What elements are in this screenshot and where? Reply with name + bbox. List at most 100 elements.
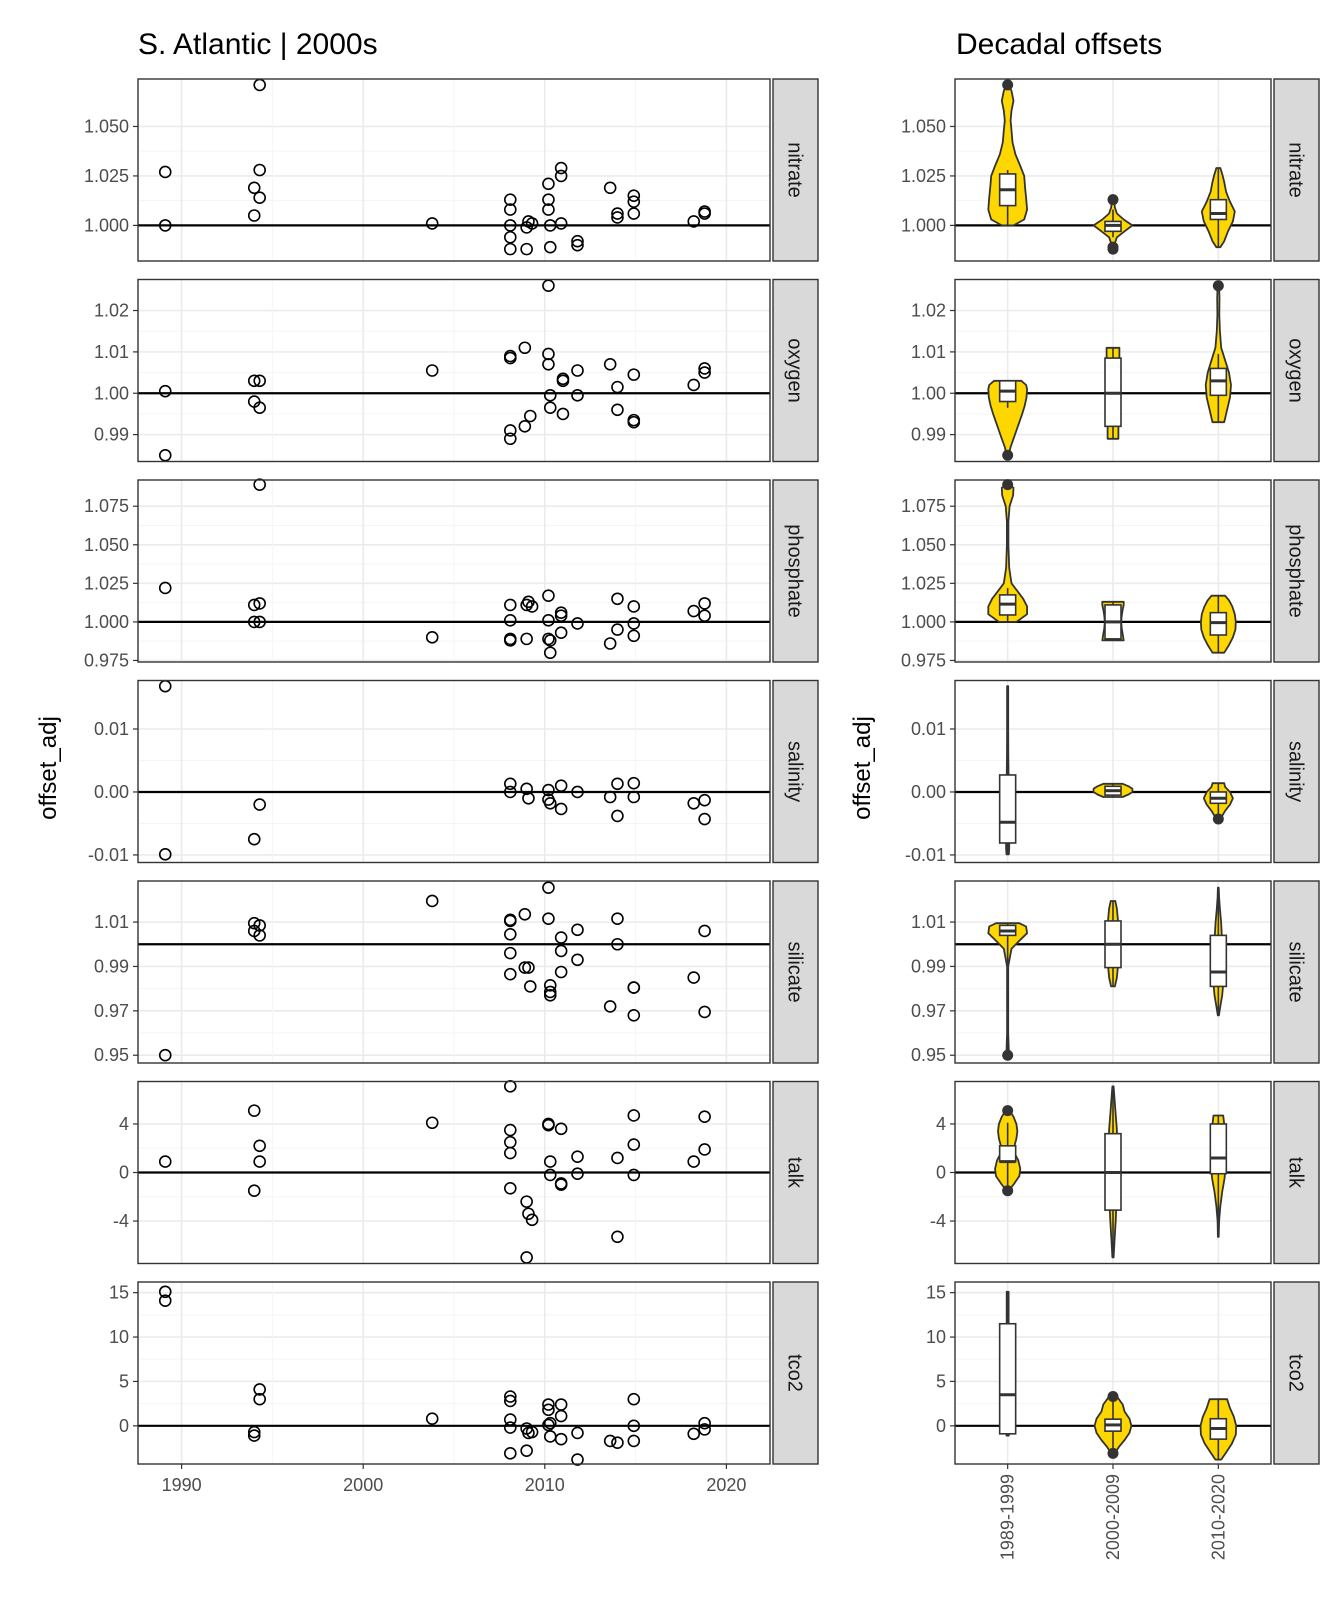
left-panel-phosphate: 0.975 1.000 1.025 1.050 1.075: [84, 480, 770, 670]
facet-strip-label: silicate: [1285, 941, 1307, 1002]
data-point: [542, 177, 555, 191]
y-tick-label: 0.975: [84, 650, 129, 670]
data-point: [247, 181, 261, 195]
y-tick-label: -4: [113, 1211, 129, 1231]
facet-strip: [1273, 1281, 1320, 1465]
data-point: [627, 1434, 641, 1448]
data-point: [503, 230, 517, 244]
data-point: [247, 1425, 261, 1439]
box-outlier: [1002, 79, 1014, 91]
data-point: [247, 916, 261, 930]
facet-strip: [772, 1080, 819, 1265]
data-point: [425, 631, 439, 644]
data-point: [542, 193, 555, 206]
data-point: [503, 1421, 517, 1434]
data-point: [503, 914, 517, 928]
x-tick-label: 1990: [162, 1475, 202, 1495]
data-point: [522, 1207, 535, 1221]
data-point: [698, 1110, 711, 1123]
violins-oxygen: [987, 280, 1232, 461]
data-point: [525, 1213, 539, 1227]
data-point: [253, 798, 266, 811]
data-point: [571, 1167, 584, 1181]
data-point: [158, 448, 172, 462]
data-point: [503, 1146, 517, 1160]
violins-silicate: [987, 886, 1228, 1061]
facet-strip-label: talk: [1285, 1157, 1307, 1189]
data-point: [571, 234, 584, 248]
data-point: [687, 215, 701, 228]
left-panel-nitrate: 1.000 1.025 1.050: [84, 79, 770, 261]
facet-strip-label: nitrate: [1285, 142, 1307, 198]
data-point: [503, 777, 517, 791]
box-iqr: [998, 774, 1017, 844]
box-outlier: [1002, 449, 1014, 461]
data-point: [543, 389, 557, 402]
left-facet-strip-talk: talk: [137, 1080, 819, 1265]
facet-strip: [772, 78, 819, 262]
facet-strip-label: phosphate: [1285, 524, 1307, 617]
data-point: [253, 163, 266, 177]
y-tick-label: 0.99: [911, 425, 946, 445]
panel-border: [954, 479, 1272, 663]
y-tick-label: 1.00: [94, 383, 129, 403]
data-point: [518, 907, 532, 921]
data-point: [627, 368, 641, 381]
box-outlier: [1212, 813, 1224, 825]
data-point: [520, 1195, 533, 1208]
data-point: [611, 211, 624, 224]
data-point: [543, 985, 557, 999]
facet-strip: [1273, 479, 1320, 663]
y-tick-label: 1.000: [901, 215, 946, 235]
left-facet-strip-oxygen: oxygen: [137, 278, 819, 463]
data-point: [253, 615, 266, 629]
panel-border: [137, 1080, 771, 1265]
facet-strip-label: nitrate: [784, 142, 806, 198]
data-point: [520, 782, 533, 796]
y-tick-label: 0: [119, 1163, 129, 1183]
data-point: [571, 364, 584, 377]
right-panel-salinity: -0.01 0.00 0.01: [905, 680, 1271, 865]
facet-strip: [1273, 78, 1320, 262]
data-point: [425, 1412, 439, 1426]
data-point: [554, 161, 568, 175]
scatter-points-nitrate: [158, 78, 711, 256]
left-panel-talk: -4 0 4: [113, 1081, 770, 1264]
data-point: [611, 1230, 624, 1244]
box-outlier: [1107, 1391, 1119, 1403]
data-point: [698, 205, 711, 218]
y-tick-label: 5: [936, 1371, 946, 1391]
data-point: [571, 953, 584, 967]
y-tick-label: 1.000: [84, 215, 129, 235]
left-panel-salinity: -0.01 0.00 0.01: [88, 680, 770, 865]
box-iqr: [1209, 934, 1228, 988]
data-point: [158, 1048, 172, 1062]
box-iqr: [998, 1322, 1017, 1435]
data-point: [522, 961, 535, 974]
y-tick-label: 0.99: [94, 956, 129, 976]
panel-border: [137, 880, 771, 1064]
data-point: [425, 364, 439, 377]
data-point: [627, 776, 641, 790]
data-point: [503, 1123, 517, 1137]
left-panel-tco2: 0 5 10 15: [109, 1282, 770, 1464]
data-point: [253, 1392, 266, 1406]
data-point: [603, 357, 617, 371]
data-point: [554, 944, 568, 958]
data-point: [554, 802, 568, 816]
data-point: [503, 614, 517, 627]
y-tick-label: 1.050: [84, 116, 129, 136]
violins-phosphate: [987, 479, 1237, 654]
facet-strip: [1273, 679, 1320, 864]
data-point: [554, 626, 568, 639]
data-point: [253, 929, 266, 942]
violins-tco2: [998, 1290, 1238, 1461]
y-tick-label: 1.01: [911, 342, 946, 362]
data-point: [542, 1398, 555, 1411]
left-facet-strip-salinity: salinity: [137, 679, 819, 864]
violins-talk: [994, 1085, 1228, 1259]
data-point: [158, 1285, 172, 1299]
data-point: [253, 374, 266, 388]
data-point: [543, 634, 557, 647]
data-point: [503, 634, 517, 647]
